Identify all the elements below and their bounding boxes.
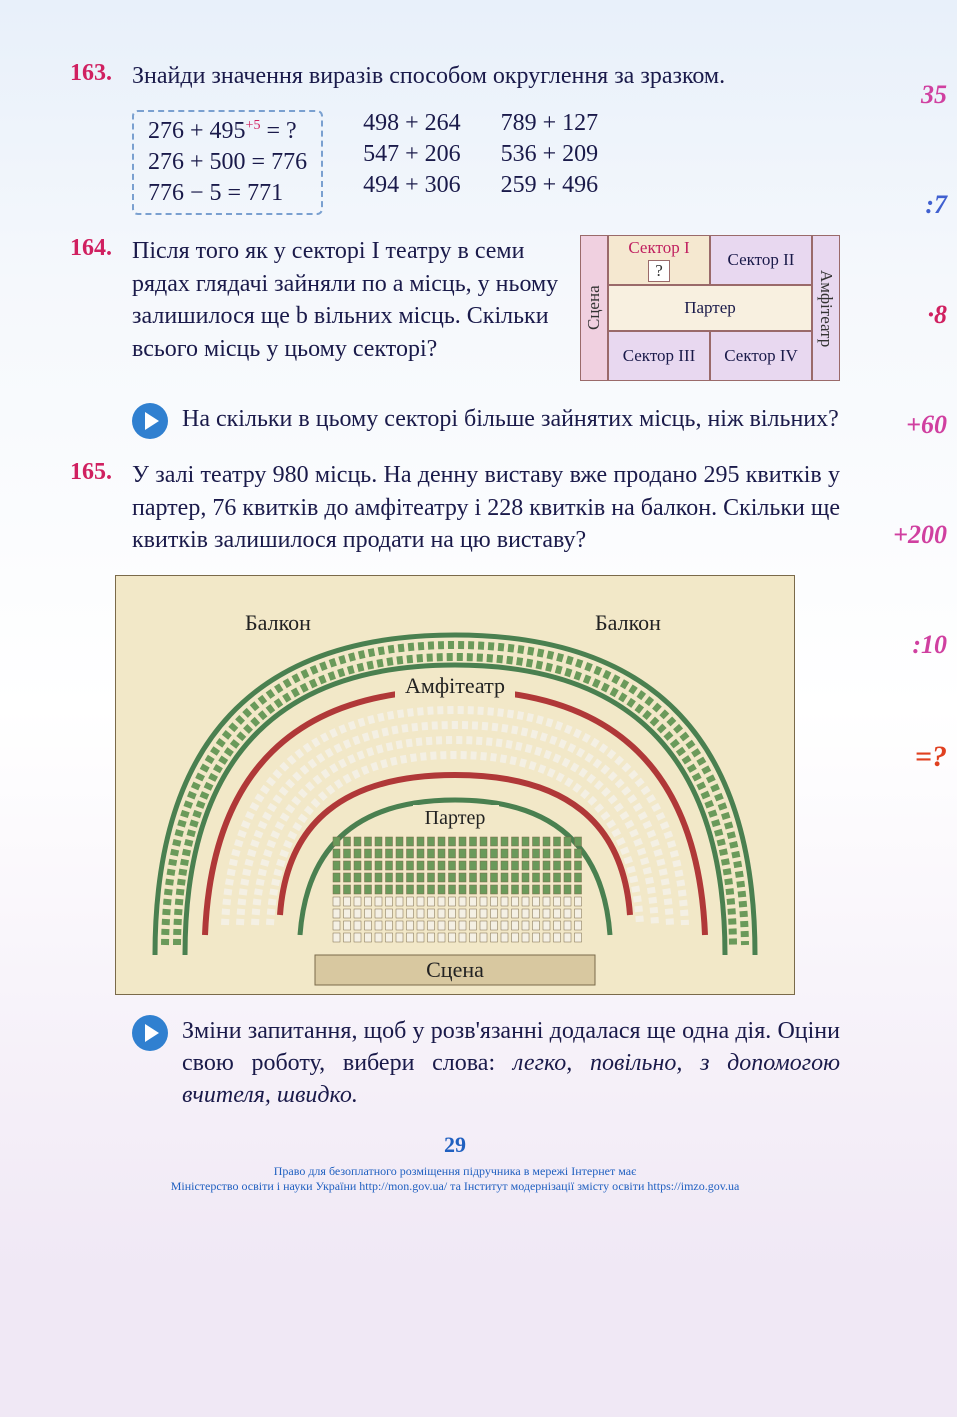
- side-number-strip: 35 :7 ·8 +60 +200 :10 =?: [893, 80, 947, 774]
- task-163: 163. Знайди значення виразів способом ок…: [70, 60, 840, 92]
- expr: 498 + 264: [363, 110, 461, 137]
- task-text: Після того як у секторі I театру в семи …: [132, 235, 566, 385]
- side-num: =?: [915, 740, 947, 774]
- diagram-sector-1: Сектор I ?: [608, 235, 710, 285]
- task-number: 164.: [70, 235, 132, 385]
- label-scene: Сцена: [426, 957, 484, 982]
- expr: 536 + 209: [501, 141, 599, 168]
- side-num: +200: [893, 520, 947, 550]
- task-165-subtask: Зміни запитання, щоб у розв'язанні додал…: [132, 1015, 840, 1112]
- side-num: :7: [925, 190, 947, 220]
- task-164: 164. Після того як у секторі I театру в …: [70, 235, 840, 385]
- task-number: 165.: [70, 459, 132, 556]
- task-prompt: Знайди значення виразів способом округле…: [132, 60, 840, 92]
- diagram-sector-2: Сектор II: [710, 235, 812, 285]
- theater-hall-diagram: Балкон Балкон Амфітеатр Партер Сцена: [115, 575, 795, 995]
- diagram-amphitheater: Амфітеатр: [812, 235, 840, 381]
- expr: 494 + 306: [363, 172, 461, 199]
- diagram-question-mark: ?: [648, 260, 670, 282]
- expr-line: 276 + 500 = 776: [148, 149, 307, 176]
- play-icon: [132, 403, 168, 439]
- subtask-text: Зміни запитання, щоб у розв'язанні додал…: [182, 1015, 840, 1112]
- diagram-sector-3: Сектор III: [608, 331, 710, 381]
- expr-column: 789 + 127 536 + 209 259 + 496: [501, 110, 599, 215]
- expr-line: 776 − 5 = 771: [148, 180, 307, 207]
- diagram-sector-4: Сектор IV: [710, 331, 812, 381]
- task-163-expressions: 276 + 495+5 = ? 276 + 500 = 776 776 − 5 …: [132, 110, 840, 215]
- task-text: У залі театру 980 місць. На денну вистав…: [132, 459, 840, 556]
- task-164-subtask: На скільки в цьому секторі більше зайнят…: [132, 403, 840, 439]
- expr-column: 498 + 264 547 + 206 494 + 306: [363, 110, 461, 215]
- label-balcony-left: Балкон: [245, 610, 311, 635]
- diagram-scene: Сцена: [580, 235, 608, 381]
- side-num: 35: [921, 80, 947, 110]
- play-icon: [132, 1015, 168, 1051]
- side-num: :10: [912, 630, 947, 660]
- label-balcony-right: Балкон: [595, 610, 661, 635]
- side-num: +60: [906, 410, 947, 440]
- expr: 259 + 496: [501, 172, 599, 199]
- side-num: ·8: [928, 300, 948, 330]
- task-165: 165. У залі театру 980 місць. На денну в…: [70, 459, 840, 556]
- task-number: 163.: [70, 60, 132, 92]
- expr: 789 + 127: [501, 110, 599, 137]
- theater-sector-diagram: Сцена Сектор I ? Сектор II Партер Сектор…: [580, 235, 840, 385]
- label-parter: Партер: [425, 807, 486, 829]
- page-number: 29: [70, 1132, 840, 1158]
- diagram-parter: Партер: [608, 285, 812, 331]
- subtask-text: На скільки в цьому секторі більше зайнят…: [182, 403, 839, 439]
- worked-example: 276 + 495+5 = ? 276 + 500 = 776 776 − 5 …: [132, 110, 323, 215]
- footer-copyright: Право для безоплатного розміщення підруч…: [70, 1164, 840, 1195]
- expr: 547 + 206: [363, 141, 461, 168]
- expr-line: 276 + 495+5 = ?: [148, 118, 307, 145]
- label-amphitheater: Амфітеатр: [405, 673, 505, 698]
